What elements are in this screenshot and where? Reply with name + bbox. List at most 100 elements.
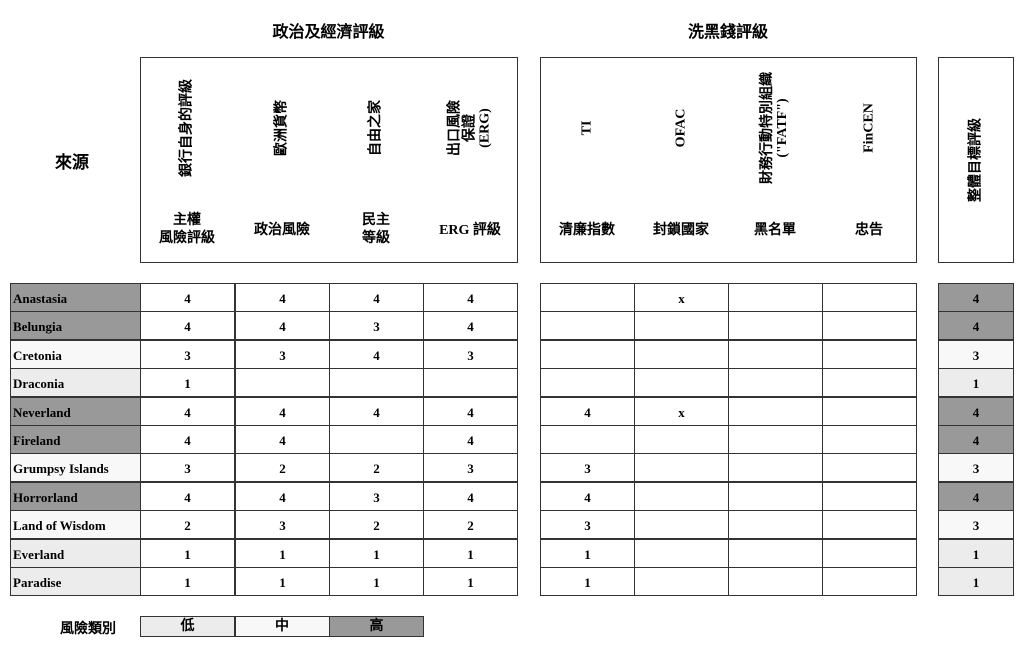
rating-cell: 1 [140,567,235,596]
aml-section-title: 洗黑錢評級 [687,24,768,41]
rating-cell: x [634,396,729,426]
rating-cell: 4 [540,396,635,426]
rating-cell [329,425,424,454]
rating-cell: 4 [140,396,235,426]
rating-cell [329,368,424,398]
legend-high: 高 [329,616,424,637]
country-name: Neverland [10,396,141,426]
overall-rating-cell: 3 [938,453,1014,483]
political-section-title: 政治及經濟評級 [272,24,385,41]
rating-cell [728,396,823,426]
rating-cell: 3 [540,453,635,483]
rating-cell [822,311,917,341]
rating-cell [728,425,823,454]
rating-cell: 1 [540,538,635,568]
rating-cell [540,425,635,454]
rating-cell: 4 [423,481,518,511]
rating-cell: 1 [329,538,424,568]
overall-header-box [938,57,1014,263]
overall-rating-cell: 1 [938,368,1014,398]
rating-cell: 4 [423,396,518,426]
rating-cell: 4 [540,481,635,511]
overall-rating-cell: 4 [938,396,1014,426]
rating-cell [540,368,635,398]
country-name: Fireland [10,425,141,454]
rating-cell [728,368,823,398]
rating-cell [634,339,729,369]
country-name: Horrorland [10,481,141,511]
rating-cell: 1 [140,538,235,568]
rating-cell [540,339,635,369]
overall-rating-cell: 4 [938,311,1014,341]
country-name: Draconia [10,368,141,398]
rating-cell: 3 [540,510,635,540]
overall-header: 整體目標評級 [968,118,984,202]
rating-cell [728,510,823,540]
rating-cell: 4 [235,425,330,454]
rating-cell: 3 [329,311,424,341]
column-header-sub: ERG 評級 [439,223,501,238]
political-header-box [140,57,518,263]
rating-cell: 1 [140,368,235,398]
rating-cell [728,567,823,596]
country-name: Everland [10,538,141,568]
country-name: Grumpsy Islands [10,453,141,483]
rating-cell [728,481,823,511]
rating-cell [423,368,518,398]
aml-header-box [540,57,917,263]
column-header-sub: 清廉指數 [559,223,615,238]
rating-cell [822,396,917,426]
rating-cell: 1 [423,538,518,568]
rating-cell: 4 [235,311,330,341]
column-header-vertical: 出口風險 保證 (ERG) [447,100,493,156]
overall-rating-cell: 1 [938,538,1014,568]
column-header-vertical: 自由之家 [368,100,384,156]
rating-cell [634,425,729,454]
rating-cell [540,311,635,341]
rating-cell: 4 [329,396,424,426]
column-header-sub: 黑名單 [754,223,796,238]
rating-cell [235,368,330,398]
rating-cell [634,510,729,540]
column-header-sub: 封鎖國家 [653,223,709,238]
column-header-sub: 忠告 [855,223,883,238]
rating-cell: 3 [423,339,518,369]
rating-cell [634,481,729,511]
rating-cell [822,538,917,568]
rating-cell: 2 [329,510,424,540]
rating-cell [728,453,823,483]
legend-mid: 中 [234,616,330,637]
rating-cell: x [634,283,729,312]
rating-cell: 2 [329,453,424,483]
column-header-sub: 政治風險 [254,223,310,238]
rating-cell [822,283,917,312]
overall-rating-cell: 3 [938,339,1014,369]
rating-cell: 1 [235,538,330,568]
overall-rating-cell: 4 [938,425,1014,454]
rating-cell: 2 [235,453,330,483]
column-header-vertical: 財務行動特別組織 ("FATF") [760,72,790,184]
overall-rating-cell: 3 [938,510,1014,540]
rating-cell [822,425,917,454]
rating-cell: 4 [140,283,235,312]
rating-cell [634,453,729,483]
column-header-vertical: TI [579,120,595,136]
rating-cell: 3 [140,453,235,483]
overall-rating-cell: 4 [938,481,1014,511]
rating-cell: 4 [329,283,424,312]
rating-cell [822,453,917,483]
column-header-vertical: 銀行自身的評級 [179,79,195,177]
rating-cell: 1 [540,567,635,596]
country-name: Cretonia [10,339,141,369]
country-name: Land of Wisdom [10,510,141,540]
rating-cell [634,368,729,398]
column-header-vertical: FinCEN [861,103,877,153]
rating-cell: 3 [235,510,330,540]
rating-cell: 4 [423,311,518,341]
rating-cell: 4 [140,425,235,454]
rating-cell: 4 [423,283,518,312]
rating-cell [822,481,917,511]
rating-cell: 1 [423,567,518,596]
rating-cell [728,538,823,568]
country-name: Paradise [10,567,141,596]
